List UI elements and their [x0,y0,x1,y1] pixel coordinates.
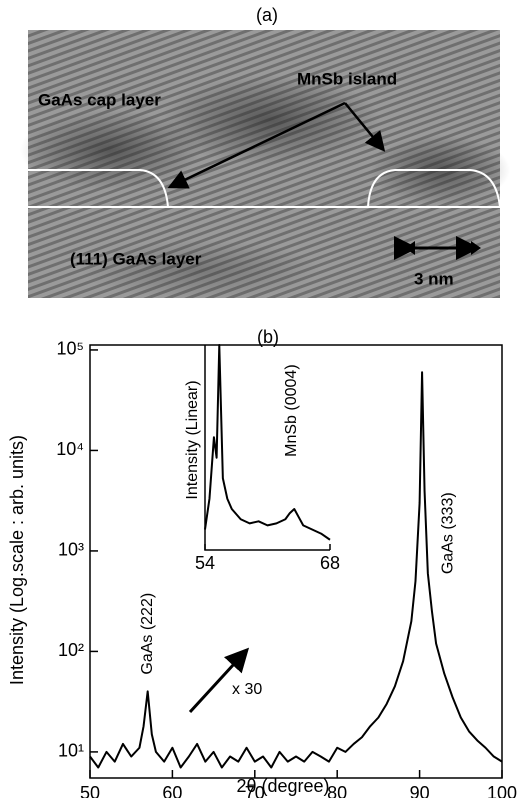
y-tick-label: 10³ [58,540,84,560]
arrow [188,647,250,714]
y-tick-label: 10² [58,640,84,660]
data-line [89,371,503,769]
panel-a-title: (a) [256,5,278,25]
x-tick-label: 100 [487,783,517,798]
annotation: x 30 [232,681,262,698]
annotation: GaAs (333) [440,492,457,574]
x-tick-label: 80 [327,783,347,798]
annotation: GaAs (222) [139,593,156,675]
tem-image [20,30,510,300]
image-label: 3 nm [414,269,454,288]
image-label: MnSb island [297,69,397,88]
x-tick-label: 70 [245,783,265,798]
chart-title: (b) [257,327,279,347]
inset-x-tick-label: 54 [195,553,215,573]
plot-frame [89,344,503,779]
inset-x-tick-label: 68 [320,553,340,573]
y-tick-label: 10⁴ [56,439,84,459]
x-tick-label: 90 [410,783,430,798]
image-label: GaAs cap layer [38,90,161,109]
x-tick-label: 50 [80,783,100,798]
inset-y-label: Intensity (Linear) [184,380,201,499]
x-axis-label: 2θ (degree) [236,776,329,796]
x-tick-label: 60 [162,783,182,798]
image-label: (111) GaAs layer [70,249,202,268]
y-tick-label: 10⁵ [57,339,84,359]
inset-frame [204,345,330,551]
y-axis-label: Intensity (Log.scale : arb. units) [7,435,27,685]
data-line [204,344,331,541]
y-tick-label: 10¹ [58,741,84,761]
inset-annotation: MnSb (0004) [283,364,300,457]
